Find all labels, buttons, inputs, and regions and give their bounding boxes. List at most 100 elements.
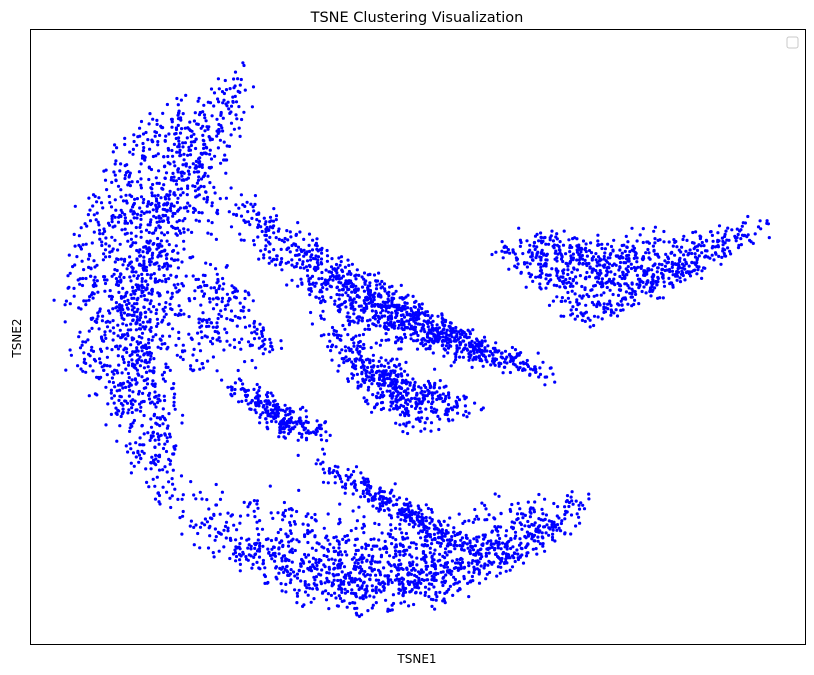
scatter-point (138, 341, 143, 345)
scatter-point (284, 590, 288, 594)
scatter-point (613, 283, 617, 287)
scatter-point (136, 180, 140, 184)
scatter-point (635, 239, 639, 243)
scatter-point (367, 375, 371, 379)
scatter-point (190, 230, 194, 234)
scatter-point (501, 371, 505, 375)
scatter-point (155, 181, 159, 185)
scatter-point (286, 544, 291, 548)
scatter-point (584, 275, 588, 279)
scatter-point (413, 573, 417, 578)
scatter-point (169, 296, 173, 301)
scatter-point (374, 587, 378, 591)
scatter-point (258, 544, 262, 548)
scatter-point (125, 401, 130, 405)
scatter-point (275, 577, 279, 581)
scatter-point (104, 236, 108, 240)
scatter-point (483, 563, 487, 568)
scatter-point (365, 297, 369, 301)
scatter-point (532, 244, 536, 248)
scatter-point (380, 338, 384, 342)
scatter-point (134, 382, 138, 386)
scatter-point (228, 111, 232, 115)
scatter-point (439, 570, 443, 574)
scatter-point (146, 365, 150, 369)
scatter-point (270, 547, 274, 551)
scatter-point (132, 302, 137, 306)
scatter-point (587, 249, 592, 253)
scatter-point (121, 407, 125, 411)
scatter-point (153, 438, 157, 442)
scatter-point (148, 302, 152, 306)
scatter-point (210, 201, 214, 205)
scatter-point (438, 335, 442, 340)
scatter-point (163, 176, 167, 180)
scatter-point (138, 443, 142, 447)
scatter-point (287, 540, 291, 544)
scatter-point (177, 111, 181, 115)
scatter-point (305, 250, 309, 254)
scatter-point (147, 485, 151, 489)
scatter-point (123, 212, 127, 217)
scatter-point (430, 510, 434, 514)
scatter-point (542, 253, 546, 257)
scatter-point (458, 355, 462, 359)
scatter-point (204, 119, 208, 123)
scatter-point (197, 175, 201, 179)
scatter-point (437, 427, 441, 432)
scatter-point (135, 143, 139, 147)
scatter-point (343, 265, 347, 269)
scatter-point (580, 247, 584, 251)
scatter-point (161, 377, 165, 381)
scatter-point (366, 573, 370, 577)
scatter-point (306, 274, 310, 278)
scatter-point (457, 330, 461, 334)
scatter-point (341, 537, 345, 542)
scatter-point (710, 253, 714, 257)
scatter-point (626, 284, 630, 288)
scatter-point (164, 280, 168, 284)
scatter-point (587, 261, 591, 266)
scatter-point (131, 147, 135, 151)
scatter-point (177, 330, 181, 334)
scatter-point (315, 247, 319, 251)
scatter-point (403, 537, 407, 541)
scatter-point (485, 518, 489, 522)
scatter-point (374, 279, 378, 283)
scatter-point (131, 152, 135, 156)
scatter-point (637, 302, 641, 306)
scatter-point (430, 314, 434, 318)
scatter-point (516, 262, 520, 266)
scatter-point (651, 282, 655, 286)
scatter-point (412, 582, 416, 587)
scatter-point (501, 541, 505, 545)
scatter-point (471, 579, 475, 583)
scatter-point (179, 171, 183, 175)
scatter-point (303, 552, 307, 557)
scatter-point (75, 255, 79, 259)
scatter-point (426, 319, 430, 323)
scatter-point (132, 211, 137, 215)
scatter-point (354, 273, 358, 277)
scatter-point (110, 295, 114, 299)
scatter-point (477, 570, 482, 575)
scatter-point (563, 512, 567, 517)
scatter-point (601, 283, 605, 287)
scatter-point (345, 534, 349, 538)
scatter-point (98, 347, 103, 351)
scatter-point (161, 446, 166, 451)
scatter-point (596, 315, 600, 319)
scatter-point (343, 573, 348, 577)
scatter-point (739, 243, 744, 247)
scatter-point (231, 95, 235, 99)
scatter-point (278, 566, 282, 571)
scatter-point (463, 519, 467, 524)
scatter-point (218, 512, 222, 516)
scatter-point (274, 537, 278, 541)
scatter-point (640, 289, 644, 294)
scatter-point (414, 591, 418, 595)
scatter-point (394, 552, 398, 556)
scatter-point (255, 499, 259, 503)
scatter-point (524, 536, 528, 540)
scatter-point (175, 353, 179, 357)
